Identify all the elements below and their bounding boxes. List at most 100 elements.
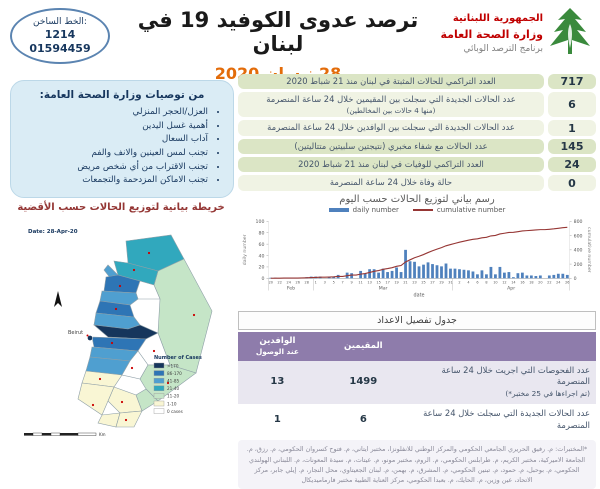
- recommendation-item: آداب السعال: [22, 133, 208, 147]
- svg-text:27: 27: [430, 280, 434, 284]
- svg-text:2: 2: [458, 280, 460, 284]
- detail-table: المقيمين الوافدين عند الوصول عدد الفحوصا…: [238, 331, 596, 436]
- legend-daily-label: daily number: [352, 205, 399, 214]
- stat-sublabel: (منها 4 حالات بين المخالطين): [346, 105, 436, 115]
- svg-text:20: 20: [259, 264, 265, 270]
- svg-text:23: 23: [412, 280, 416, 284]
- table-row-new-cases: عدد الحالات الجديدة التي سجلت خلال 24 سا…: [238, 403, 596, 436]
- page-title: ترصد عدوى الكوفيد 19 في لبنان: [137, 8, 419, 56]
- svg-text:8: 8: [485, 280, 487, 284]
- map-legend-title: Number of Cases: [154, 355, 202, 361]
- table-row-tests: عدد الفحوصات التي اجريت خلال 24 ساعة الم…: [238, 360, 596, 404]
- map-date-label: Date: 28-Apr-20: [28, 229, 78, 235]
- stat-row-recovered: 145 عدد الحالات مع شفاء مخبري (نتيجتين س…: [238, 138, 596, 155]
- cedar-logo-icon: [548, 6, 592, 62]
- svg-text:22: 22: [547, 280, 551, 284]
- svg-text:7: 7: [342, 280, 344, 284]
- svg-text:5: 5: [333, 280, 335, 284]
- svg-text:100: 100: [256, 219, 265, 225]
- stat-value: 0: [548, 175, 596, 191]
- svg-text:Apr: Apr: [507, 285, 515, 291]
- republic-name: الجمهورية اللبنانية: [452, 13, 543, 25]
- svg-text:400: 400: [574, 247, 583, 253]
- svg-text:1: 1: [315, 280, 317, 284]
- svg-text:0: 0: [574, 276, 577, 282]
- north-arrow-icon: [54, 291, 62, 307]
- svg-text:26: 26: [296, 280, 300, 284]
- chart-title: رسم بياني لتوزيع الحالات حسب اليوم: [339, 193, 495, 205]
- svg-text:0 cases: 0 cases: [167, 409, 183, 414]
- ministry-name: وزارة الصحة العامة: [440, 27, 544, 41]
- svg-text:cumulative number: cumulative number: [586, 227, 592, 273]
- stat-value: 1: [548, 120, 596, 136]
- stat-label: العدد التراكمي للوفيات في لبنان منذ 21 ش…: [298, 159, 484, 170]
- daily-cases-chart-section: رسم بياني لتوزيع الحالات حسب اليوم daily…: [238, 194, 596, 307]
- svg-text:25: 25: [421, 280, 425, 284]
- beirut-dot: [86, 334, 89, 337]
- svg-text:9: 9: [351, 280, 353, 284]
- recommendations-title: من توصيات وزارة الصحة العامة:: [39, 89, 205, 101]
- daily-number-swatch: [328, 207, 349, 212]
- beirut-marker: [87, 335, 93, 341]
- svg-text:28: 28: [305, 280, 309, 284]
- svg-text:daily number: daily number: [242, 234, 248, 265]
- stat-label: حالة وفاة خلال 24 ساعة المنصرمة: [329, 177, 453, 188]
- district-case-markers: [91, 251, 196, 422]
- svg-text:20: 20: [269, 280, 273, 284]
- arrivals-value: 1: [238, 403, 317, 436]
- recommendations-panel: من توصيات وزارة الصحة العامة: العزل/الحج…: [10, 80, 234, 198]
- recommendation-item: تجنب لمس العينين والانف والفم: [22, 147, 208, 161]
- residents-value: 6: [316, 403, 410, 436]
- residents-value: 1499: [316, 360, 410, 404]
- chart-legend: daily number cumulative number: [238, 206, 596, 214]
- lebanon-districts-choropleth-map: Date: 28-Apr-20: [24, 229, 213, 437]
- svg-text:31: 31: [448, 280, 452, 284]
- detail-table-section: جدول تفصيل الاعداد المقيمين الوافدين عند…: [238, 310, 596, 436]
- svg-text:22: 22: [278, 280, 282, 284]
- svg-text:60: 60: [259, 242, 265, 248]
- stat-label: عدد الحالات الجديدة التي سجلت بين الوافد…: [267, 122, 515, 133]
- stat-value: 717: [548, 74, 596, 90]
- detail-table-title: جدول تفصيل الاعداد: [238, 310, 596, 330]
- map-districts: [77, 234, 213, 428]
- svg-text:10: 10: [493, 280, 497, 284]
- stat-label: العدد التراكمي للحالات المثبتة في لبنان …: [286, 76, 496, 86]
- svg-text:40: 40: [259, 253, 265, 259]
- recommendations-list: العزل/الحجر المنزلي أهمية غسل اليدين آدا…: [22, 106, 222, 188]
- stat-row-cumulative-cases: 717 العدد التراكمي للحالات المثبتة في لب…: [238, 74, 596, 90]
- svg-text:80: 80: [259, 230, 265, 236]
- svg-text:11: 11: [358, 280, 362, 284]
- svg-text:17: 17: [385, 280, 389, 284]
- districts-map-section: خريطة بيانية لتوزيع الحالات حسب الأقضية …: [8, 202, 234, 449]
- stat-value: 24: [548, 157, 596, 173]
- svg-text:24: 24: [556, 280, 560, 284]
- svg-text:12: 12: [502, 280, 506, 284]
- stat-row-new-arrival-cases: 1 عدد الحالات الجديدة التي سجلت بين الوا…: [238, 120, 596, 136]
- hotline-number-long: 01594459: [29, 41, 91, 55]
- hotline-number-short: 1214: [44, 27, 76, 41]
- stat-label: عدد الحالات مع شفاء مخبري (نتيجتين سلبيت…: [294, 140, 488, 151]
- hotline-label: الخط الساخن:: [33, 16, 87, 27]
- svg-text:>170: >170: [167, 363, 179, 368]
- svg-text:21: 21: [403, 280, 407, 284]
- residents-column-header: المقيمين: [316, 331, 410, 361]
- legend-cumulative-label: cumulative number: [436, 205, 506, 214]
- row-label: عدد الحالات الجديدة التي سجلت خلال 24 سا…: [409, 403, 596, 436]
- svg-text:4: 4: [467, 280, 469, 284]
- svg-text:26: 26: [565, 280, 569, 284]
- svg-text:14: 14: [511, 280, 515, 284]
- map-title: خريطة بيانية لتوزيع الحالات حسب الأقضية: [17, 202, 225, 213]
- svg-text:18: 18: [529, 280, 533, 284]
- svg-text:86-170: 86-170: [167, 371, 182, 376]
- laboratories-footnote: *المختبرات: م. رفيق الحريري الجامعي الحك…: [238, 440, 596, 489]
- svg-text:15: 15: [376, 280, 380, 284]
- svg-text:6: 6: [476, 280, 478, 284]
- map-legend: Number of Cases >170 86-170 41-85 21-40 11-2…: [153, 355, 202, 414]
- svg-text:19: 19: [394, 280, 398, 284]
- row-label: عدد الفحوصات التي اجريت خلال 24 ساعة الم…: [409, 360, 596, 404]
- map-scale-bar: Km: [24, 432, 106, 437]
- svg-text:1-10: 1-10: [167, 401, 177, 406]
- svg-text:16: 16: [520, 280, 524, 284]
- beirut-label: Beirut: [68, 330, 83, 336]
- recommendation-item: تجنب الاماكن المزدحمة والتجمعات: [22, 174, 208, 188]
